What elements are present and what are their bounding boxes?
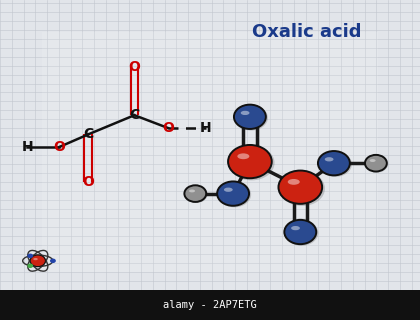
Circle shape <box>234 105 266 129</box>
Circle shape <box>228 145 272 178</box>
Bar <box>0 290 420 320</box>
Circle shape <box>184 185 206 202</box>
Circle shape <box>218 182 251 207</box>
Circle shape <box>285 220 318 246</box>
Circle shape <box>365 155 387 172</box>
Ellipse shape <box>33 258 38 260</box>
Text: alamy - 2AP7ETG: alamy - 2AP7ETG <box>163 300 257 310</box>
Text: Oxalic acid: Oxalic acid <box>252 23 361 41</box>
Text: O: O <box>53 140 65 154</box>
Ellipse shape <box>291 226 300 230</box>
Ellipse shape <box>370 159 375 162</box>
Text: C: C <box>83 127 93 141</box>
Circle shape <box>234 105 268 131</box>
Ellipse shape <box>237 153 249 159</box>
Circle shape <box>318 151 352 177</box>
Circle shape <box>30 255 45 267</box>
Circle shape <box>50 259 56 263</box>
Bar <box>42 32 378 272</box>
Text: C: C <box>129 108 139 122</box>
Circle shape <box>278 171 322 204</box>
Ellipse shape <box>189 189 195 192</box>
Circle shape <box>27 264 33 268</box>
Text: O: O <box>162 121 174 135</box>
Ellipse shape <box>224 188 233 192</box>
Text: O: O <box>129 60 140 74</box>
Circle shape <box>284 220 316 244</box>
Circle shape <box>365 155 388 172</box>
Text: O: O <box>82 175 94 189</box>
Text: H: H <box>21 140 33 154</box>
Text: H: H <box>200 121 212 135</box>
Circle shape <box>318 151 350 175</box>
Circle shape <box>229 146 275 180</box>
Circle shape <box>279 171 325 206</box>
Circle shape <box>217 181 249 206</box>
Ellipse shape <box>241 111 249 115</box>
Ellipse shape <box>288 179 300 185</box>
Circle shape <box>185 186 207 203</box>
Ellipse shape <box>325 157 333 161</box>
Circle shape <box>27 253 33 258</box>
